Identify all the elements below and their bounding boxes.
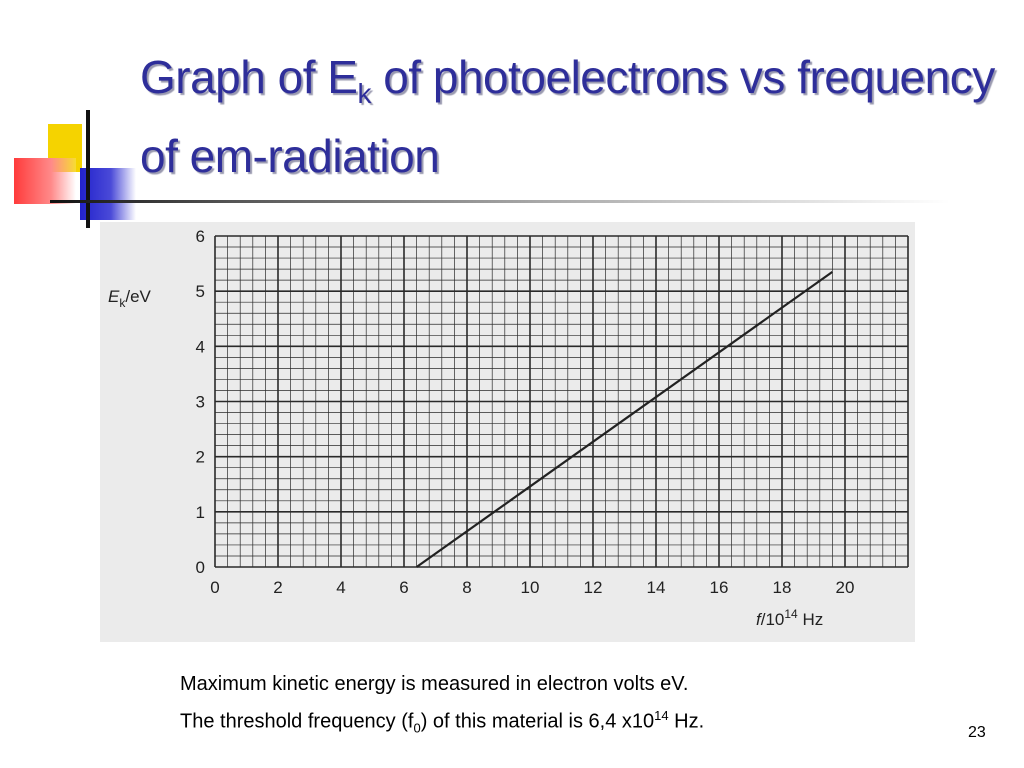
x-tick-label: 6 bbox=[399, 578, 408, 597]
y-tick-label: 1 bbox=[196, 503, 205, 522]
y-tick-label: 2 bbox=[196, 448, 205, 467]
x-axis-label-sup: 14 bbox=[784, 607, 798, 621]
x-tick-label: 2 bbox=[273, 578, 282, 597]
caption-line-2-part2: ) of this material is 6,4 x10 bbox=[420, 710, 655, 733]
slide-title: Graph of Ek of photoelectrons vs frequen… bbox=[140, 46, 1000, 187]
caption-line-2: The threshold frequency (f0) of this mat… bbox=[180, 700, 980, 745]
caption-line-2-part1: The threshold frequency (f bbox=[180, 710, 414, 733]
y-tick-label: 6 bbox=[196, 227, 205, 246]
slide-number: 23 bbox=[968, 724, 986, 741]
y-tick-label: 4 bbox=[196, 337, 205, 356]
x-tick-label: 14 bbox=[647, 578, 666, 597]
x-tick-label: 18 bbox=[773, 578, 792, 597]
y-axis-label-unit: /eV bbox=[125, 287, 151, 306]
y-axis-label-main: E bbox=[108, 287, 120, 306]
decorative-red-bar bbox=[14, 158, 76, 204]
title-underline bbox=[50, 200, 950, 203]
y-axis-label: Ek/eV bbox=[108, 287, 152, 310]
x-tick-label: 4 bbox=[336, 578, 345, 597]
series-line bbox=[415, 270, 834, 568]
title-part1: Graph of E bbox=[140, 51, 358, 103]
title-part2: of photoelectrons vs frequency of em-rad… bbox=[140, 51, 995, 182]
caption-line-2-part3: Hz. bbox=[668, 710, 705, 733]
x-tick-label: 12 bbox=[584, 578, 603, 597]
x-tick-label: 8 bbox=[462, 578, 471, 597]
x-axis-label: f/1014 Hz bbox=[756, 607, 823, 629]
x-axis-label-unit: /10 bbox=[761, 610, 785, 629]
caption-line-1: Maximum kinetic energy is measured in el… bbox=[180, 673, 689, 695]
caption-line-2-sup: 14 bbox=[654, 708, 669, 723]
x-axis-label-tail: Hz bbox=[798, 610, 824, 629]
caption: Maximum kinetic energy is measured in el… bbox=[180, 668, 980, 745]
y-tick-label: 5 bbox=[196, 282, 205, 301]
chart-panel: 0 2 4 6 8 10 12 14 16 18 20 0 1 2 3 4 5 6 Ek/eV f/1014 Hz bbox=[100, 222, 915, 642]
x-tick-label: 20 bbox=[836, 578, 855, 597]
decorative-vertical-line bbox=[86, 110, 90, 228]
grid-major bbox=[214, 235, 909, 568]
x-tick-label: 16 bbox=[710, 578, 729, 597]
y-tick-label: 0 bbox=[196, 558, 205, 577]
caption-line-2-sub: 0 bbox=[413, 720, 421, 736]
series-layer bbox=[415, 270, 834, 568]
x-tick-label: 0 bbox=[210, 578, 219, 597]
title-subscript: k bbox=[357, 78, 371, 109]
y-tick-label: 3 bbox=[196, 393, 205, 412]
y-axis-label-sub: k bbox=[119, 296, 126, 310]
x-axis-label-main: f bbox=[756, 610, 763, 629]
x-tick-label: 10 bbox=[521, 578, 540, 597]
